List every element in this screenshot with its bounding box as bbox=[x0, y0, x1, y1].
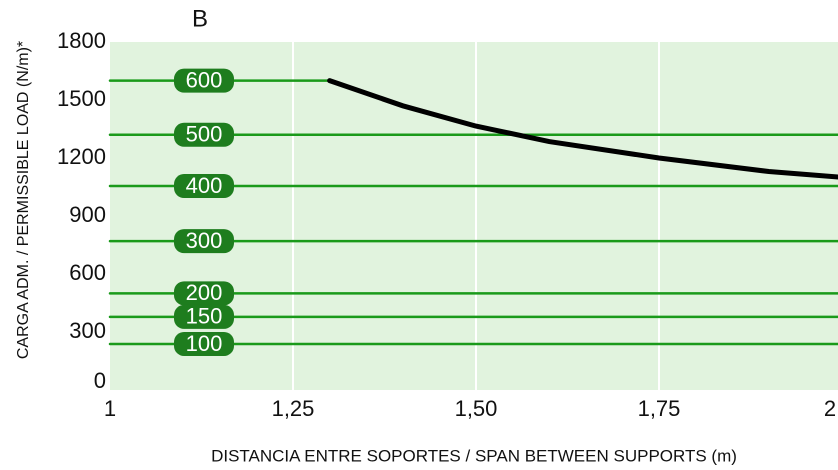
x-tick-label: 1,50 bbox=[455, 396, 498, 421]
series-label-pill bbox=[174, 174, 234, 199]
series-label: 150 bbox=[186, 304, 223, 329]
series-label: 200 bbox=[186, 280, 223, 305]
series-label-pill bbox=[174, 331, 234, 356]
y-tick-label: 300 bbox=[69, 318, 106, 343]
span-curve bbox=[327, 78, 838, 180]
y-axis-label: CARGA ADM. / PERMISSIBLE LOAD (N/m)* bbox=[15, 41, 32, 359]
plot-area bbox=[110, 42, 838, 390]
series-label-pill bbox=[174, 304, 234, 329]
series-label-pill bbox=[174, 122, 234, 147]
series-label: 500 bbox=[186, 122, 223, 147]
y-tick-label: 1200 bbox=[57, 144, 106, 169]
series-label: 600 bbox=[186, 67, 223, 92]
series-label: 400 bbox=[186, 173, 223, 198]
series-label-pill bbox=[174, 229, 234, 254]
series-label-pill bbox=[174, 281, 234, 306]
series-label: 300 bbox=[186, 228, 223, 253]
y-tick-label: 1500 bbox=[57, 86, 106, 111]
y-tick-label: 0 bbox=[94, 368, 106, 393]
y-tick-label: 600 bbox=[69, 260, 106, 285]
chart-title: B bbox=[192, 5, 208, 32]
series-label-pill bbox=[174, 68, 234, 93]
x-axis-label: DISTANCIA ENTRE SOPORTES / SPAN BETWEEN … bbox=[211, 446, 737, 465]
x-tick-label: 1 bbox=[104, 396, 116, 421]
x-tick-label: 1,75 bbox=[638, 396, 681, 421]
y-tick-label: 1800 bbox=[57, 28, 106, 53]
series-label: 100 bbox=[186, 331, 223, 356]
x-tick-label: 1,25 bbox=[272, 396, 315, 421]
y-tick-label: 900 bbox=[69, 202, 106, 227]
x-tick-label: 2 bbox=[824, 396, 836, 421]
